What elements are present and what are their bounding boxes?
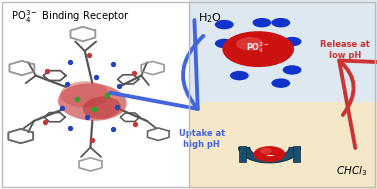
Text: H$_2$O: H$_2$O [198,11,222,25]
Circle shape [271,18,290,27]
Bar [239,146,246,162]
Text: Release at
low pH: Release at low pH [320,40,370,60]
Circle shape [283,37,302,46]
Bar [0,0,189,189]
Circle shape [236,37,264,51]
Circle shape [253,18,271,27]
Text: PO$_4^{3-}$: PO$_4^{3-}$ [247,40,270,55]
Circle shape [254,146,285,162]
Ellipse shape [83,97,121,119]
Circle shape [260,148,272,154]
Text: PO$_4^{3-}$ Binding Receptor: PO$_4^{3-}$ Binding Receptor [11,9,130,25]
Bar [189,0,377,102]
Text: CHCl$_3$: CHCl$_3$ [336,164,368,178]
Bar [293,146,300,162]
Circle shape [271,78,290,88]
Bar [189,102,377,189]
Ellipse shape [58,83,127,121]
Text: $-$: $-$ [265,149,274,159]
Polygon shape [239,147,300,163]
FancyArrowPatch shape [339,60,377,148]
Circle shape [228,48,247,58]
Ellipse shape [60,81,109,108]
Circle shape [215,39,234,48]
Circle shape [230,71,249,80]
Circle shape [222,31,294,67]
Circle shape [283,65,302,75]
Circle shape [215,20,234,29]
Text: Uptake at
high pH: Uptake at high pH [179,129,225,149]
FancyArrowPatch shape [110,20,203,109]
